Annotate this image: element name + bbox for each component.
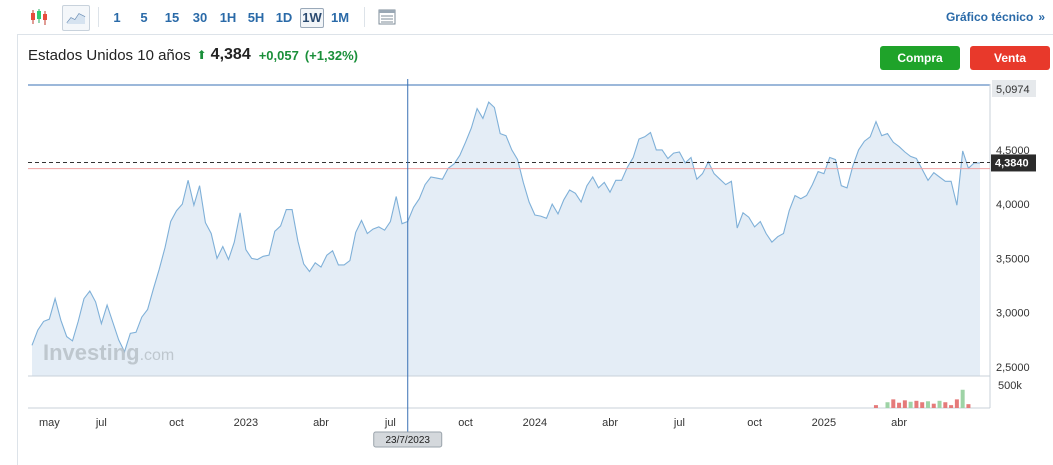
interval-1[interactable]: 1: [113, 10, 121, 25]
chart-toolbar: 1 5 15 30 1H 5H 1D 1W 1M Gráfico técnico…: [0, 0, 1053, 34]
table-icon[interactable]: [374, 5, 400, 29]
interval-5h[interactable]: 5H: [247, 10, 265, 25]
interval-1w[interactable]: 1W: [300, 8, 324, 28]
price-change: +0,057: [258, 47, 299, 63]
toolbar-divider: [364, 7, 365, 27]
last-price: 4,384: [210, 46, 251, 63]
interval-1h[interactable]: 1H: [219, 10, 237, 25]
technical-chart-label: Gráfico técnico: [945, 10, 1034, 24]
instrument-header: Estados Unidos 10 años ⬆ 4,384 +0,057 (+…: [28, 44, 364, 66]
candlestick-icon[interactable]: [26, 5, 52, 29]
buy-button[interactable]: Compra: [880, 46, 960, 70]
interval-1d[interactable]: 1D: [275, 10, 293, 25]
up-arrow-icon: ⬆: [196, 48, 207, 62]
chart-frame: [17, 34, 1053, 465]
toolbar-divider: [98, 7, 99, 27]
instrument-name: Estados Unidos 10 años: [28, 46, 191, 64]
area-chart-icon[interactable]: [62, 5, 90, 31]
interval-15[interactable]: 15: [164, 10, 180, 25]
interval-30[interactable]: 30: [192, 10, 208, 25]
double-chevron-right-icon: »: [1038, 10, 1045, 24]
sell-button[interactable]: Venta: [970, 46, 1050, 70]
technical-chart-link[interactable]: Gráfico técnico »: [946, 10, 1045, 24]
price-change-percent: (+1,32%): [304, 47, 358, 63]
interval-5[interactable]: 5: [140, 10, 148, 25]
interval-1m[interactable]: 1M: [330, 10, 350, 25]
